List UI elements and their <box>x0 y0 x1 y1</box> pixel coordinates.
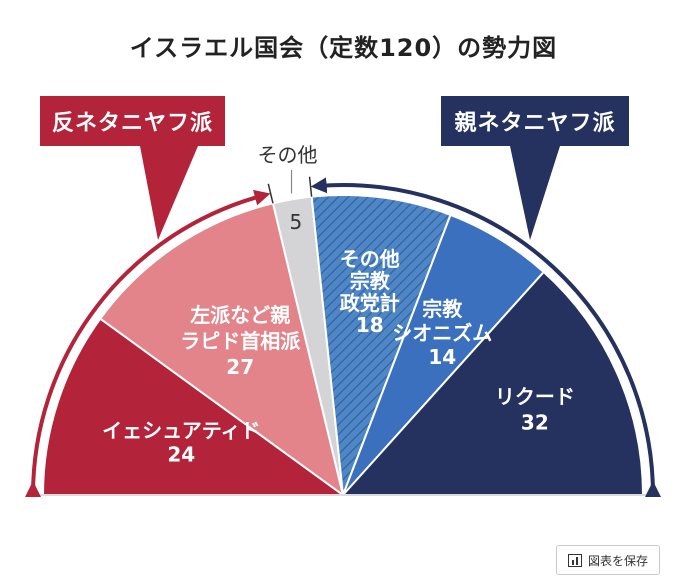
segment-name-1-0: 左派など親 <box>190 303 290 327</box>
other-group-label: その他 <box>258 143 318 167</box>
bar-chart-icon <box>567 553 582 567</box>
anti-netanyahu-label: 反ネタニヤフ派 <box>40 96 225 146</box>
segment-value-4: 14 <box>428 345 456 369</box>
pro-netanyahu-label: 親ネタニヤフ派 <box>441 96 629 146</box>
chart-title: イスラエル国会（定数120）の勢力図 <box>129 34 558 62</box>
anti-arc <box>31 189 271 496</box>
segment-3 <box>310 194 452 496</box>
segment-1 <box>98 202 345 498</box>
segment-name-5-0: リクード <box>495 385 575 409</box>
segment-0 <box>41 317 347 496</box>
segment-name-4-1: シオニズム <box>392 321 492 345</box>
boundary-tick-1 <box>308 176 313 197</box>
segment-value-5: 32 <box>521 411 549 435</box>
segment-name-3-1: 宗教 <box>350 269 391 293</box>
segment-value-1: 27 <box>226 355 254 379</box>
segment-name-4-0: 宗教 <box>422 297 463 321</box>
save-chart-button[interactable]: 図表を保存 <box>556 545 660 575</box>
parliament-chart: イェシュアティド24左派など親ラピド首相派275その他宗教政党計18宗教シオニズ… <box>25 143 661 498</box>
segment-name-3-0: その他 <box>340 247 400 271</box>
segment-value-0: 24 <box>167 442 195 466</box>
save-chart-label: 図表を保存 <box>587 553 648 568</box>
pro-callout-pointer <box>510 146 560 240</box>
anti-callout-pointer <box>140 146 198 240</box>
segment-5 <box>340 270 645 496</box>
segment-value-3: 18 <box>356 313 384 337</box>
segment-name-3-2: 政党計 <box>340 291 400 315</box>
segment-name-1-1: ラピド首相派 <box>180 329 301 353</box>
segment-label-2: 5 <box>290 210 303 234</box>
boundary-tick-0 <box>267 183 274 204</box>
pro-arc <box>310 177 655 496</box>
segment-value-2: 5 <box>290 210 303 234</box>
segment-name-0-0: イェシュアティド <box>102 418 260 442</box>
